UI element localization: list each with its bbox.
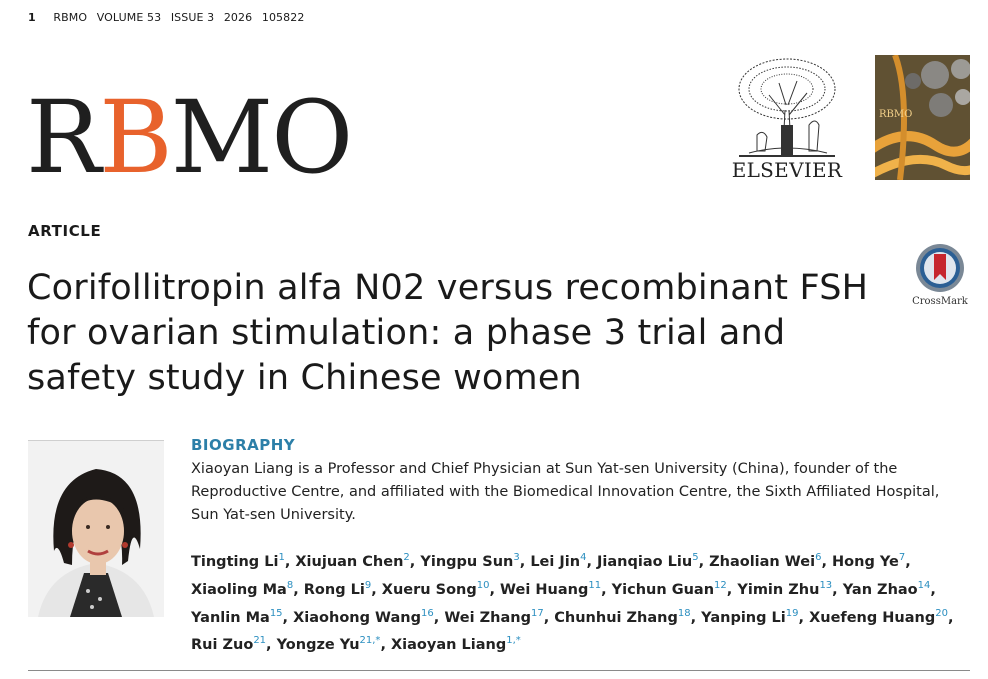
author-name[interactable]: Zhaolian Wei bbox=[709, 553, 816, 570]
logo-letter-b: B bbox=[99, 79, 172, 196]
author-name[interactable]: Tingting Li bbox=[191, 553, 279, 570]
author-affiliation-mark[interactable]: 5 bbox=[692, 552, 699, 563]
author-name[interactable]: Jianqiao Liu bbox=[597, 553, 693, 570]
year: 2026 bbox=[223, 11, 253, 24]
author-affiliation-mark[interactable]: 21 bbox=[253, 635, 267, 647]
author-name[interactable]: Xiujuan Chen bbox=[295, 553, 404, 570]
crossmark-label: CrossMark bbox=[912, 296, 968, 307]
author-affiliation-mark[interactable]: 8 bbox=[286, 579, 294, 591]
author-affiliation-mark[interactable]: 12 bbox=[714, 579, 727, 591]
divider bbox=[28, 670, 970, 671]
volume: VOLUME 53 bbox=[96, 11, 162, 24]
author-name[interactable]: Yongze Yu bbox=[276, 637, 360, 654]
article-title: Corifollitropin alfa N02 versus recombin… bbox=[27, 268, 869, 398]
author-affiliation-mark[interactable]: 14 bbox=[917, 579, 931, 591]
author-list: Tingting Li1, Xiujuan Chen2, Yingpu Sun3… bbox=[191, 552, 954, 654]
author-photo bbox=[28, 440, 164, 617]
author-affiliation-mark[interactable]: 13 bbox=[819, 579, 833, 591]
author-affiliation-mark[interactable]: 21,* bbox=[359, 635, 381, 647]
author-name[interactable]: Yichun Guan bbox=[611, 581, 715, 598]
author-name[interactable]: Hong Ye bbox=[832, 553, 899, 570]
author-affiliation-mark[interactable]: 1,* bbox=[506, 635, 521, 647]
biography-heading: BIOGRAPHY bbox=[191, 436, 296, 454]
author-affiliation-mark[interactable]: 1 bbox=[278, 552, 285, 563]
journal-abbrev: RBMO bbox=[53, 11, 88, 24]
biography-text: Xiaoyan Liang is a Professor and Chief P… bbox=[191, 461, 940, 523]
issue: ISSUE 3 bbox=[170, 11, 215, 24]
article-id: 105822 bbox=[261, 11, 305, 24]
author-affiliation-mark[interactable]: 10 bbox=[476, 579, 490, 591]
journal-logo: RBMO bbox=[26, 88, 353, 188]
author-affiliation-mark[interactable]: 4 bbox=[580, 552, 587, 563]
running-head: 1 RBMO VOLUME 53 ISSUE 3 2026 105822 bbox=[28, 11, 310, 24]
author-name[interactable]: Xiaoling Ma bbox=[191, 581, 287, 598]
author-name[interactable]: Yingpu Sun bbox=[420, 553, 514, 570]
author-name[interactable]: Wei Huang bbox=[500, 581, 589, 598]
author-name[interactable]: Xiaoyan Liang bbox=[391, 637, 507, 654]
author-name[interactable]: Lei Jin bbox=[530, 553, 581, 570]
author-name[interactable]: Yan Zhao bbox=[842, 581, 918, 598]
author-affiliation-mark[interactable]: 17 bbox=[530, 607, 544, 619]
author-name[interactable]: Rui Zuo bbox=[191, 637, 254, 654]
journal-cover-thumbnail: RBMO bbox=[875, 55, 970, 180]
author-name[interactable]: Wei Zhang bbox=[444, 609, 531, 626]
elsevier-tree-logo bbox=[738, 58, 836, 157]
article-type-label: ARTICLE bbox=[28, 222, 102, 240]
page-number: 1 bbox=[28, 11, 36, 24]
author-affiliation-mark[interactable]: 6 bbox=[815, 552, 822, 563]
crossmark-icon bbox=[916, 244, 964, 292]
author-name[interactable]: Chunhui Zhang bbox=[554, 609, 678, 626]
author-affiliation-mark[interactable]: 11 bbox=[588, 579, 602, 591]
author-affiliation-mark[interactable]: 7 bbox=[898, 552, 906, 563]
author-affiliation-mark[interactable]: 9 bbox=[364, 579, 372, 591]
author-name[interactable]: Yimin Zhu bbox=[737, 581, 820, 598]
author-name[interactable]: Xuefeng Huang bbox=[809, 609, 936, 626]
author-name[interactable]: Xueru Song bbox=[381, 581, 477, 598]
author-name[interactable]: Rong Li bbox=[303, 581, 365, 598]
author-affiliation-mark[interactable]: 18 bbox=[677, 607, 691, 619]
author-name[interactable]: Yanlin Ma bbox=[191, 609, 270, 626]
author-affiliation-mark[interactable]: 15 bbox=[269, 607, 283, 619]
publisher-name: ELSEVIER bbox=[731, 158, 843, 182]
cover-title: RBMO bbox=[879, 109, 912, 120]
author-affiliation-mark[interactable]: 19 bbox=[785, 607, 799, 619]
logo-letter-r: R bbox=[26, 79, 101, 196]
author-affiliation-mark[interactable]: 16 bbox=[421, 607, 434, 619]
author-affiliation-mark[interactable]: 20 bbox=[935, 607, 948, 619]
author-name[interactable]: Yanping Li bbox=[701, 609, 786, 626]
author-name[interactable]: Xiaohong Wang bbox=[293, 609, 422, 626]
crossmark-badge[interactable]: CrossMark bbox=[910, 242, 970, 307]
author-affiliation-mark[interactable]: 2 bbox=[403, 552, 410, 563]
author-affiliation-mark[interactable]: 3 bbox=[513, 552, 520, 563]
logo-letters-mo: MO bbox=[170, 79, 353, 196]
